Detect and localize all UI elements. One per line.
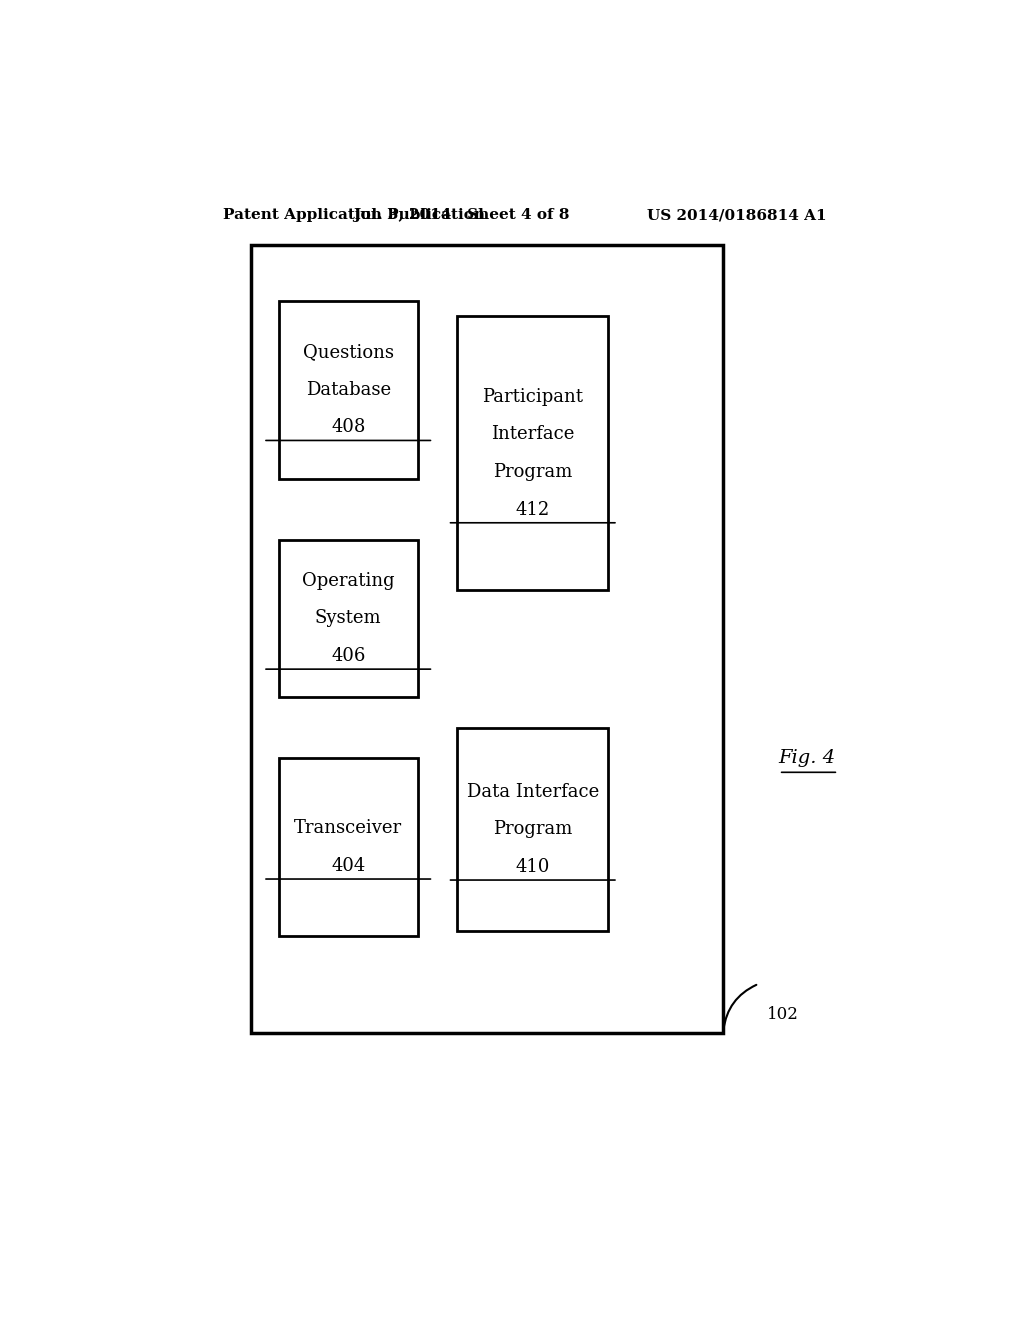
FancyBboxPatch shape bbox=[458, 727, 608, 931]
Text: System: System bbox=[315, 610, 382, 627]
Text: Operating: Operating bbox=[302, 572, 394, 590]
FancyBboxPatch shape bbox=[279, 540, 418, 697]
Text: 404: 404 bbox=[331, 857, 366, 875]
Text: Program: Program bbox=[493, 820, 572, 838]
FancyBboxPatch shape bbox=[279, 758, 418, 936]
FancyBboxPatch shape bbox=[279, 301, 418, 479]
Text: 102: 102 bbox=[767, 1006, 799, 1023]
Text: Program: Program bbox=[493, 463, 572, 480]
Text: 412: 412 bbox=[516, 500, 550, 519]
Text: Participant: Participant bbox=[482, 388, 584, 405]
Text: Fig. 4: Fig. 4 bbox=[778, 748, 836, 767]
Text: Data Interface: Data Interface bbox=[467, 783, 599, 801]
FancyBboxPatch shape bbox=[251, 244, 723, 1032]
Text: Patent Application Publication: Patent Application Publication bbox=[223, 209, 485, 222]
Text: 410: 410 bbox=[515, 858, 550, 876]
FancyBboxPatch shape bbox=[458, 315, 608, 590]
Text: Transceiver: Transceiver bbox=[294, 820, 402, 837]
Text: 406: 406 bbox=[331, 647, 366, 665]
Text: Interface: Interface bbox=[492, 425, 574, 444]
Text: Questions: Questions bbox=[303, 343, 393, 362]
Text: US 2014/0186814 A1: US 2014/0186814 A1 bbox=[647, 209, 826, 222]
Text: Database: Database bbox=[305, 380, 391, 399]
Text: Jul. 3, 2014   Sheet 4 of 8: Jul. 3, 2014 Sheet 4 of 8 bbox=[353, 209, 569, 222]
Text: 408: 408 bbox=[331, 418, 366, 436]
